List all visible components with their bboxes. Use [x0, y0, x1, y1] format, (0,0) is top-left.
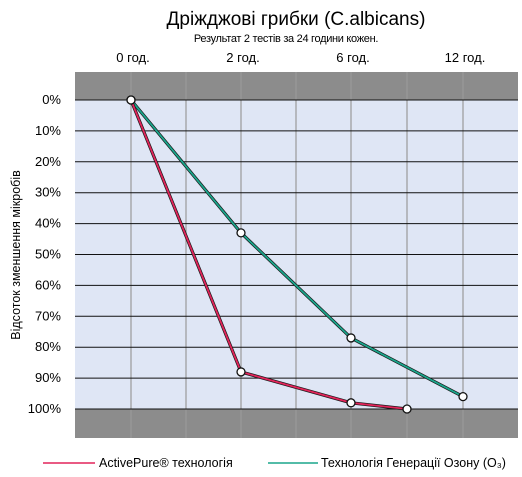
y-tick-label: 10% [35, 123, 61, 138]
chart-subtitle: Результат 2 тестів за 24 години кожен. [194, 33, 379, 45]
y-tick-label: 0% [42, 92, 61, 107]
x-tick-label: 12 год. [445, 50, 486, 65]
y-tick-label: 70% [35, 308, 61, 323]
y-tick-label: 40% [35, 216, 61, 231]
data-point [236, 228, 246, 238]
data-point [346, 333, 356, 343]
tick-labels: 0% 10% 20% 30% 40% 50% 60% 70% 80% 90% 100% 0 год. 2… [28, 50, 486, 416]
series-line [130, 99, 464, 398]
x-tick-label: 0 год. [116, 50, 149, 65]
data-point [126, 95, 136, 105]
data-point [458, 391, 468, 402]
series-line [130, 99, 408, 410]
y-tick-label: 90% [35, 370, 61, 385]
series-group [129, 98, 464, 411]
grid-lines [75, 72, 518, 438]
markers-group [126, 95, 468, 414]
data-point [236, 367, 246, 377]
y-axis-label: Відсоток зменшення мікробів [9, 170, 23, 340]
x-tick-label: 2 год. [226, 50, 259, 65]
y-tick-label: 60% [35, 277, 61, 292]
legend-label-activepure: ActivePure® технологія [99, 456, 233, 470]
y-tick-label: 100% [28, 401, 62, 416]
y-tick-label: 20% [35, 154, 61, 169]
chart-title: Дріжджові грибки (C.albicans) [167, 9, 426, 30]
data-point [402, 404, 412, 414]
legend: ActivePure® технологія Технологія Генерац… [43, 456, 506, 470]
x-tick-label: 6 год. [336, 50, 369, 65]
y-tick-label: 30% [35, 185, 61, 200]
data-point [346, 398, 356, 408]
legend-label-ozone: Технологія Генерації Озону (O₃) [321, 456, 506, 470]
y-tick-label: 50% [35, 247, 61, 262]
y-tick-label: 80% [35, 339, 61, 354]
